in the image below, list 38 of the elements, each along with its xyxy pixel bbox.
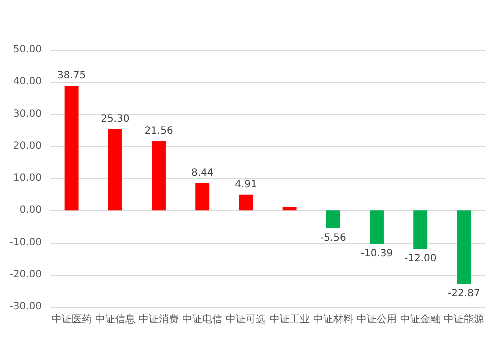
bar xyxy=(196,184,210,211)
data-label: -10.39 xyxy=(360,248,394,260)
bar xyxy=(152,141,166,211)
y-tick-label: 50.00 xyxy=(13,44,42,56)
data-label: 38.75 xyxy=(57,70,86,82)
x-tick-label: 中证电信 xyxy=(182,314,223,326)
y-tick-label: 10.00 xyxy=(13,173,42,184)
data-label: -5.56 xyxy=(320,232,346,244)
x-tick-label: 中证工业 xyxy=(270,314,310,326)
bar xyxy=(64,86,79,211)
y-tick-label: 40.00 xyxy=(13,76,42,88)
y-tick-label: 20.00 xyxy=(13,140,42,152)
bar xyxy=(370,210,384,244)
x-tick-label: 中证消费 xyxy=(139,314,179,326)
data-label: -22.87 xyxy=(448,288,480,300)
y-tick-label: 30.00 xyxy=(13,108,42,120)
bar xyxy=(108,129,122,211)
x-tick-label: 中证可选 xyxy=(226,314,266,326)
y-tick-label: -10.00 xyxy=(10,237,42,248)
x-tick-label: 中证医药 xyxy=(52,314,92,326)
x-tick-label: 中证公用 xyxy=(357,314,397,326)
bar xyxy=(414,210,428,250)
data-label: 25.30 xyxy=(101,114,130,125)
bar xyxy=(326,210,340,228)
x-tick-label: 中证金融 xyxy=(400,314,441,326)
y-tick-label: 0.00 xyxy=(20,205,42,216)
y-tick-label: -20.00 xyxy=(10,269,42,280)
data-label: -12.00 xyxy=(404,254,437,265)
data-label: 8.44 xyxy=(191,168,214,180)
x-tick-label: 中证信息 xyxy=(95,314,136,326)
y-tick-label: -30.00 xyxy=(10,302,42,312)
bar xyxy=(457,210,472,284)
bar xyxy=(239,194,254,211)
bar xyxy=(282,207,297,211)
data-label: 4.91 xyxy=(235,179,258,190)
x-tick-label: 中证材料 xyxy=(313,314,354,326)
data-label: 21.56 xyxy=(144,126,174,137)
x-tick-label: 中证能源 xyxy=(444,314,484,326)
